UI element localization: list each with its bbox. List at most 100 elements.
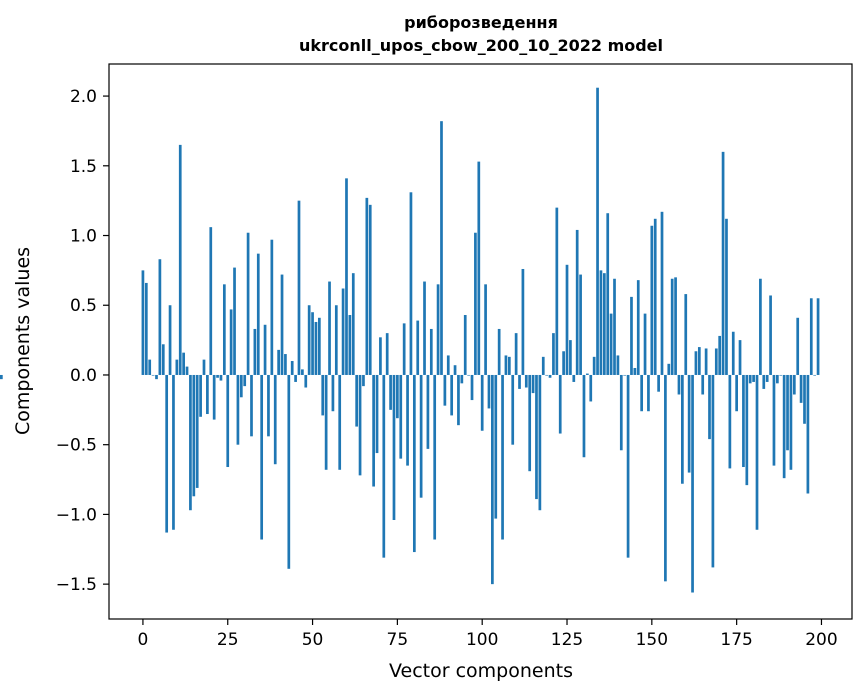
bar-161: [687, 374, 691, 473]
bar-154: [664, 374, 667, 582]
bar-195: [803, 374, 806, 424]
bar-5: [158, 259, 162, 375]
bar-183: [762, 374, 766, 389]
bar-17: [199, 374, 202, 417]
bar-180: [752, 374, 755, 382]
bar-157: [674, 277, 677, 375]
bar-197: [809, 298, 813, 375]
bar-28: [236, 374, 240, 445]
chart-subtitle: ukrconll_upos_cbow_200_10_2022 model: [299, 36, 663, 55]
bar-126: [569, 340, 572, 375]
y-tick-label: 0.0: [70, 366, 97, 386]
bar-114: [528, 374, 532, 472]
bar-73: [389, 374, 392, 410]
bar-178: [745, 374, 749, 486]
bar-98: [474, 232, 477, 375]
bar-75: [396, 374, 399, 419]
bar-194: [799, 374, 803, 403]
bar-30: [243, 374, 247, 387]
bar-138: [609, 313, 613, 375]
bar-151: [653, 218, 657, 375]
bar-148: [643, 313, 647, 375]
bar-52: [317, 317, 321, 375]
bar-179: [748, 374, 752, 384]
bar-117: [538, 374, 542, 511]
x-tick-label: 175: [720, 630, 752, 650]
bar-186: [772, 374, 776, 466]
bar-89: [443, 374, 447, 406]
bar-54: [324, 374, 328, 470]
bar-15: [192, 374, 196, 497]
bar-66: [365, 197, 369, 375]
bar-182: [759, 278, 762, 375]
bar-171: [721, 151, 725, 375]
bar-13: [185, 366, 189, 375]
y-tick-label: 1.5: [70, 157, 97, 177]
bar-65: [362, 374, 365, 387]
bar-134: [596, 87, 599, 375]
bar-50: [311, 312, 314, 375]
bar-1: [144, 282, 148, 375]
bar-24: [222, 284, 226, 375]
bar-141: [619, 374, 623, 451]
y-tick-label: 2.0: [70, 87, 97, 107]
bar-34: [256, 253, 260, 375]
x-axis-ticks: 0 25 50 75 100 125 150 175 200: [138, 619, 838, 650]
bar-187: [776, 374, 779, 384]
bar-57: [334, 305, 338, 375]
bar-67: [368, 204, 372, 375]
bar-8: [168, 305, 172, 375]
bar-58: [338, 374, 342, 470]
bar-175: [735, 374, 738, 412]
bar-23: [219, 374, 223, 381]
bar-184: [765, 374, 769, 382]
bar-83: [423, 281, 426, 375]
bar-110: [514, 333, 518, 375]
bar-189: [782, 374, 786, 479]
bar-31: [246, 232, 250, 375]
bar-38: [270, 239, 274, 375]
bar-49: [307, 305, 311, 375]
bar-198: [813, 374, 817, 376]
x-tick-label: 50: [302, 630, 324, 650]
bar-103: [491, 374, 494, 585]
bar-193: [796, 317, 800, 375]
y-tick-label: 0.5: [70, 296, 97, 316]
bar-2: [148, 359, 152, 375]
y-tick-label: 1.0: [70, 227, 97, 247]
bar-132: [589, 374, 593, 402]
x-tick-label: 125: [551, 630, 583, 650]
bar-96: [467, 374, 470, 376]
bar-19: [206, 374, 209, 415]
bar-142: [623, 374, 627, 376]
chart-title: риборозведення: [404, 13, 558, 32]
bar-113: [524, 374, 528, 388]
bar-29: [239, 374, 243, 398]
bar-162: [691, 374, 694, 593]
bar-95: [463, 315, 467, 375]
bar-163: [694, 351, 698, 375]
bar-122: [555, 207, 559, 375]
bar-93: [457, 374, 460, 426]
bar-123: [558, 374, 562, 434]
bar-133: [592, 356, 596, 375]
bar-165: [701, 374, 705, 395]
bar-135: [599, 270, 603, 375]
bar-27: [233, 267, 236, 375]
bar-68: [372, 374, 375, 487]
bar-104: [494, 374, 498, 519]
bar-81: [416, 320, 420, 375]
bar-56: [331, 374, 335, 412]
bar-174: [731, 331, 735, 375]
bar-150: [650, 225, 654, 375]
bar-199: [816, 298, 820, 375]
bar-18: [202, 359, 206, 375]
bar-100: [480, 374, 484, 431]
bar-88: [440, 121, 443, 375]
bar-105: [497, 328, 501, 375]
bar-74: [392, 374, 396, 520]
bar-196: [806, 374, 810, 494]
